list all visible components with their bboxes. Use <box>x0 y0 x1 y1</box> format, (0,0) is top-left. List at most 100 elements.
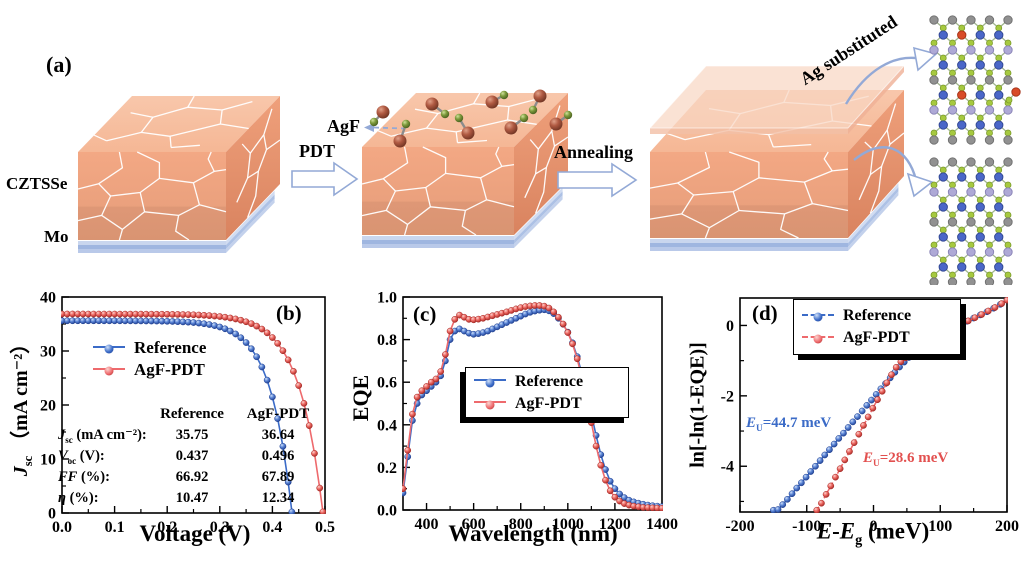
y-tick-label: 1.0 <box>377 290 397 307</box>
legend-line-sample <box>474 400 506 409</box>
text-part: U <box>873 459 880 469</box>
text-part: sc <box>21 455 35 467</box>
f-atom <box>440 109 450 119</box>
text-part: EQE <box>348 374 373 422</box>
panel-a-letter: (a) <box>46 52 72 77</box>
text-part: E <box>746 415 757 431</box>
x-tick-label: 200 <box>995 518 1019 535</box>
legend-line-sample <box>474 378 506 387</box>
legend-label: Reference <box>843 307 912 324</box>
x-tick-label: 400 <box>415 516 439 533</box>
jv-parameters-table: Reference AgF-PDT Jsc (mA cm⁻²): 35.75 36.64… <box>58 404 326 509</box>
text-part: Wavelength (nm) <box>448 521 618 546</box>
table-row-label: Voc (V): <box>58 447 105 466</box>
x-tick-label: 1400 <box>646 516 678 533</box>
x-tick-label: 1000 <box>552 516 584 533</box>
text-part: =28.6 meV <box>879 450 949 466</box>
legend-entry-Reference: Reference <box>93 337 206 359</box>
text-part: ln[-ln(1-EQE)] <box>686 342 709 468</box>
text-part: E <box>816 518 833 544</box>
legend-line-sample <box>93 344 125 354</box>
czTSSe-box-initial <box>77 95 281 253</box>
table-value-cell: 35.75 <box>175 427 209 443</box>
y-tick-label: 20 <box>40 398 56 415</box>
legend-label: AgF-PDT <box>134 360 205 379</box>
x-tick-label: 0.2 <box>157 519 177 536</box>
legend-marker <box>104 344 114 354</box>
ag-atom <box>425 97 439 111</box>
ag-substituted-lattice <box>929 15 1021 145</box>
panel-c-eqe-plot: 400 600 800 1000 1200 1400 0.0 0.2 0.4 0.6 0.8 1.0 … <box>345 285 685 570</box>
table-row-label: Jsc (mA cm⁻²): <box>58 427 147 445</box>
jv-chart-canvas: 0.0 0.1 0.2 0.3 0.4 0.5 0 10 20 30 40 <box>40 290 335 537</box>
eqe-y-axis-label: EQE <box>348 375 374 421</box>
table-value-cell: 66.92 <box>175 469 209 485</box>
eqe-x-axis-label: Wavelength (nm) <box>448 521 617 547</box>
table-value-cell: 67.89 <box>261 469 295 485</box>
axis-ticks: 0.0 0.1 0.2 0.3 0.4 0.5 0 10 20 30 40 <box>40 290 335 537</box>
text-part: U <box>756 424 763 434</box>
series-Reference <box>61 317 296 514</box>
x-tick-label: 600 <box>462 516 486 533</box>
ag-atom <box>504 121 518 135</box>
y-tick-label: -2 <box>721 388 734 405</box>
legend-entry-Reference: Reference <box>474 371 620 393</box>
y-tick-label: 30 <box>40 344 56 361</box>
jv-legend: Reference AgF-PDT <box>93 337 206 381</box>
ag-atom <box>549 117 563 131</box>
y-tick-label: 0.4 <box>377 417 397 434</box>
table-header-row: Reference AgF-PDT <box>58 404 326 425</box>
x-tick-label: -200 <box>725 518 754 535</box>
legend-marker <box>104 366 114 376</box>
table-value-cell: 0.496 <box>261 448 295 464</box>
substrate-layer-label: Mo <box>44 227 69 246</box>
series-AgF-PDT <box>61 310 326 514</box>
x-tick-label: 0.3 <box>210 519 230 536</box>
x-tick-label: 800 <box>509 516 533 533</box>
ag-atom <box>461 126 475 140</box>
legend-label: Reference <box>134 338 207 357</box>
table-row: FF (%): 66.92 67.89 <box>58 467 326 488</box>
ag-atom <box>376 105 390 119</box>
table-row-label: FF (%): <box>58 469 110 485</box>
text-part: - <box>832 518 840 544</box>
annealing-step-label: Annealing <box>554 142 634 162</box>
ag-atom <box>533 89 547 103</box>
f-atom <box>519 113 529 123</box>
urbach-legend: Reference AgF-PDT <box>793 299 961 355</box>
text-part: g <box>855 532 863 549</box>
f-atom <box>499 90 509 100</box>
legend-marker <box>485 378 495 387</box>
urbach-energy-agfpdt-annotation: EU=28.6 meV <box>863 450 948 469</box>
y-tick-label: 0 <box>726 318 734 335</box>
x-tick-label: 0.4 <box>262 519 282 536</box>
y-tick-label: 0.6 <box>377 375 397 392</box>
ag-atom <box>393 134 407 148</box>
y-tick-label: 0.0 <box>377 503 397 520</box>
x-tick-label: 0 <box>870 518 878 535</box>
urbach-y-axis-label: ln[-ln(1-EQE)] <box>687 342 710 468</box>
y-tick-label: 0.2 <box>377 460 397 477</box>
y-tick-label: 0 <box>48 506 56 523</box>
annealing-arrow <box>557 162 638 198</box>
y-tick-label: 0.8 <box>377 332 397 349</box>
agf-molecule-label: AgF <box>327 116 360 136</box>
panel-d-urbach-plot: -200 -100 0 100 200 0 -2 -4 (d) ln[-ln(1-EQE)] … <box>680 285 1024 570</box>
y-tick-label: 10 <box>40 452 56 469</box>
ag-atom <box>485 95 499 109</box>
absorber-layer-label: CZTSSe <box>6 174 68 193</box>
x-tick-label: 0.0 <box>52 519 72 536</box>
panel-a-schematic: (a) CZTSSe Mo PDT AgF Annealing Ag subst… <box>6 11 1021 285</box>
legend-line-sample <box>802 334 834 344</box>
eqe-legend: Reference AgF-PDT <box>465 367 629 418</box>
text-part: Voltage (V) <box>139 521 251 546</box>
text-part: （mA cm⁻²） <box>10 333 32 456</box>
ag-rich-surface-layer <box>648 65 906 134</box>
panel-b-jv-plot: 0.0 0.1 0.2 0.3 0.4 0.5 0 10 20 30 40 (b) Jsc （mA … <box>0 285 345 570</box>
panel-b-letter: (b) <box>276 301 302 325</box>
x-tick-label: 0.5 <box>315 519 335 536</box>
y-tick-label: -4 <box>721 459 734 476</box>
x-tick-label: -100 <box>792 518 821 535</box>
table-value-cell: 10.47 <box>175 490 209 506</box>
urbach-energy-reference-annotation: EU=44.7 meV <box>746 415 831 434</box>
